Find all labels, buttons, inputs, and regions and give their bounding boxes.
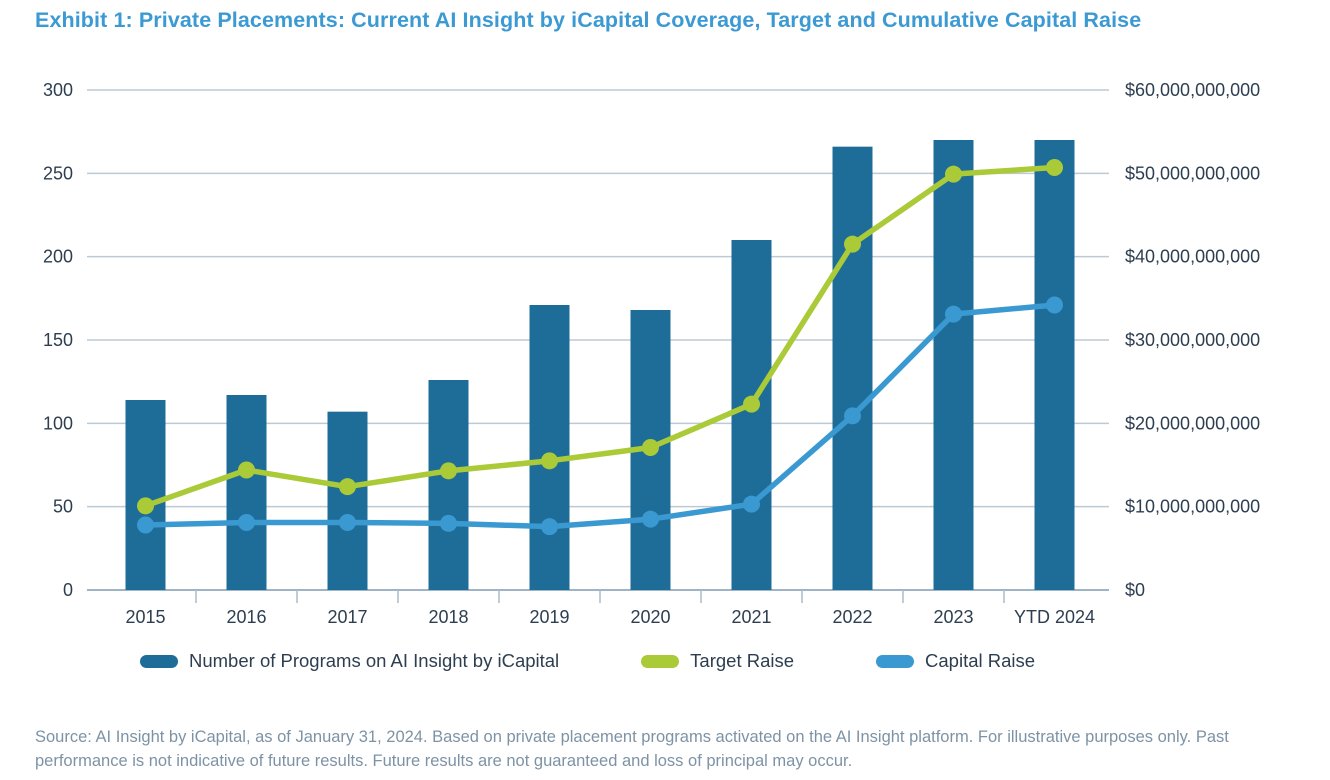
left-axis-tick-200: 200 (43, 247, 73, 267)
right-axis-tick-5: $50,000,000,000 (1125, 163, 1260, 183)
capital-raise-point-2022 (844, 407, 861, 425)
bar-2018 (428, 380, 469, 590)
target-raise-point-2016 (238, 461, 255, 479)
legend-item-programs: Number of Programs on AI Insight by iCap… (140, 650, 559, 672)
capital-raise-point-2015 (137, 516, 154, 534)
left-axis-tick-100: 100 (43, 413, 73, 433)
legend-label-target-raise: Target Raise (690, 650, 795, 671)
legend-item-target-raise: Target Raise (641, 650, 794, 672)
x-label-2015: 2015 (125, 607, 165, 627)
target-raise-point-2021 (743, 395, 760, 413)
target-raise-point-2023 (945, 165, 962, 183)
left-axis-tick-250: 250 (43, 163, 73, 183)
target-raise-point-2018 (440, 462, 457, 480)
right-axis-tick-4: $40,000,000,000 (1125, 247, 1260, 267)
target-raise-swatch (641, 654, 680, 668)
capital-raise-swatch (876, 654, 915, 668)
bar-YTD 2024 (1034, 140, 1075, 590)
x-label-2020: 2020 (630, 607, 670, 627)
chart-legend: Number of Programs on AI Insight by iCap… (140, 650, 1035, 672)
capital-raise-point-2016 (238, 514, 255, 531)
x-label-2019: 2019 (529, 607, 569, 627)
x-label-2021: 2021 (731, 607, 771, 627)
capital-raise-point-2017 (339, 514, 356, 531)
capital-raise-point-2023 (945, 305, 962, 323)
capital-raise-line (142, 302, 1058, 530)
x-label-2018: 2018 (428, 607, 468, 627)
capital-raise-point-YTD 2024 (1046, 296, 1063, 314)
target-raise-point-2022 (844, 235, 861, 253)
bar-2022 (832, 146, 873, 590)
bar-2015 (125, 400, 166, 590)
left-axis-tick-150: 150 (43, 330, 73, 350)
target-raise-line (142, 164, 1058, 509)
x-label-2022: 2022 (832, 607, 872, 627)
bar-2023 (933, 140, 974, 590)
capital-raise-point-2021 (743, 495, 760, 513)
capital-raise-point-2020 (642, 510, 659, 528)
bar-2017 (327, 411, 368, 590)
legend-label-programs: Number of Programs on AI Insight by iCap… (189, 650, 560, 671)
target-raise-point-2015 (137, 497, 154, 515)
right-axis-tick-0: $0 (1125, 580, 1145, 600)
programs-swatch (140, 654, 178, 668)
bar-2021 (731, 240, 772, 590)
target-raise-point-2017 (339, 478, 356, 496)
x-label-YTD 2024: YTD 2024 (1014, 607, 1095, 627)
bar-2019 (529, 305, 570, 590)
left-axis-tick-300: 300 (43, 80, 73, 100)
capital-raise-point-2018 (440, 514, 457, 532)
left-axis-tick-50: 50 (53, 497, 73, 517)
legend-label-capital-raise: Capital Raise (925, 650, 1036, 671)
target-raise-point-2019 (541, 452, 558, 470)
chart-title: Exhibit 1: Private Placements: Current A… (35, 8, 1142, 32)
source-note: Source: AI Insight by iCapital, as of Ja… (35, 728, 1229, 770)
x-label-2017: 2017 (327, 607, 367, 627)
right-axis-tick-1: $10,000,000,000 (1125, 497, 1260, 517)
capital-raise-point-2019 (541, 518, 558, 536)
right-axis-tick-2: $20,000,000,000 (1125, 413, 1260, 433)
chart-canvas: 0 $0 50 $10,000,000,000 100 $20,000,000,000 15… (43, 80, 1260, 627)
target-raise-point-2020 (642, 439, 659, 456)
target-raise-point-YTD 2024 (1046, 159, 1063, 176)
right-axis-tick-6: $60,000,000,000 (1125, 80, 1260, 100)
left-axis-tick-0: 0 (63, 580, 73, 600)
x-label-2016: 2016 (226, 607, 266, 627)
legend-item-capital-raise: Capital Raise (876, 650, 1035, 672)
x-label-2023: 2023 (933, 607, 973, 627)
bar-2016 (226, 395, 267, 590)
right-axis-tick-3: $30,000,000,000 (1125, 330, 1260, 350)
